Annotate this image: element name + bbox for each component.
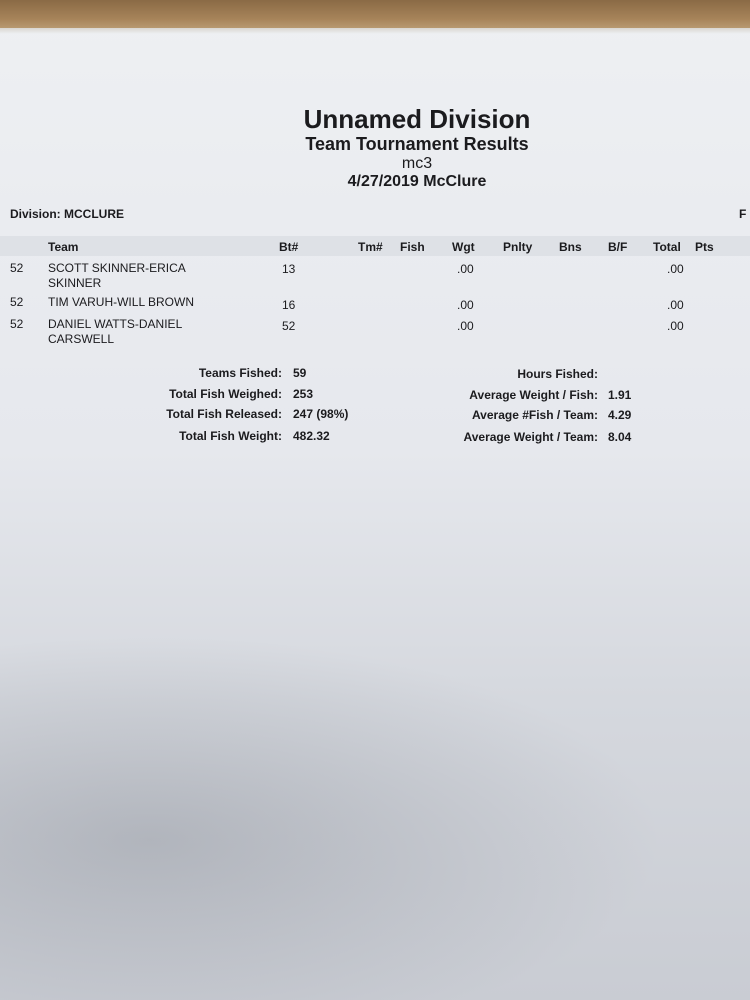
row-weight: .00 — [457, 262, 474, 276]
row-weight: .00 — [457, 319, 474, 333]
paper-edge — [0, 28, 750, 34]
report-subtitle: Team Tournament Results — [305, 134, 529, 154]
col-points: Pts — [695, 240, 714, 254]
photo-shadow — [0, 600, 750, 1000]
row-boat: 52 — [282, 319, 296, 333]
report-code: mc3 — [401, 155, 433, 172]
summary-label: Total Fish Weight: — [179, 429, 282, 443]
summary-label: Average #Fish / Team: — [471, 408, 598, 422]
summary-value: 8.04 — [608, 430, 632, 444]
row-team-cont: SKINNER — [48, 276, 102, 290]
col-weight: Wgt — [452, 240, 475, 254]
summary-value: 247 (98%) — [293, 407, 349, 421]
col-bonus: Bns — [559, 240, 582, 254]
row-weight: .00 — [457, 298, 474, 312]
summary-label: Total Fish Weighed: — [169, 387, 282, 401]
report-date: 4/27/2019 McClure — [347, 173, 487, 190]
summary-label: Average Weight / Fish: — [469, 388, 598, 402]
row-total: .00 — [667, 262, 684, 276]
summary-value: 253 — [293, 387, 314, 401]
col-total: Total — [653, 240, 681, 254]
summary-value: 1.91 — [608, 388, 632, 402]
summary-label: Average Weight / Team: — [463, 430, 598, 444]
report-title: Unnamed Division — [303, 104, 531, 134]
wood-table-background — [0, 0, 750, 32]
col-big-fish: B/F — [608, 240, 628, 254]
col-team-num: Tm# — [358, 240, 383, 254]
col-boat: Bt# — [279, 240, 299, 254]
cut-off-text: F — [739, 207, 747, 221]
row-team: DANIEL WATTS-DANIEL — [48, 317, 183, 331]
summary-label: Teams Fished: — [198, 366, 282, 380]
row-place: 52 — [10, 295, 24, 309]
row-team-cont: CARSWELL — [48, 332, 115, 346]
row-boat: 16 — [282, 298, 296, 312]
row-team: SCOTT SKINNER-ERICA — [48, 261, 186, 275]
summary-label: Total Fish Released: — [166, 407, 282, 421]
col-penalty: Pnlty — [503, 240, 533, 254]
summary-value: 482.32 — [293, 429, 330, 443]
row-total: .00 — [667, 298, 684, 312]
row-place: 52 — [10, 317, 24, 331]
table-header-band — [0, 236, 750, 256]
summary-value: 59 — [293, 366, 307, 380]
row-place: 52 — [10, 261, 24, 275]
division-label: Division: MCCLURE — [10, 207, 124, 221]
row-total: .00 — [667, 319, 684, 333]
col-team: Team — [48, 240, 79, 254]
summary-label: Hours Fished: — [517, 367, 598, 381]
row-boat: 13 — [282, 262, 296, 276]
row-team: TIM VARUH-WILL BROWN — [48, 295, 194, 309]
col-fish: Fish — [400, 240, 425, 254]
summary-value: 4.29 — [608, 408, 632, 422]
